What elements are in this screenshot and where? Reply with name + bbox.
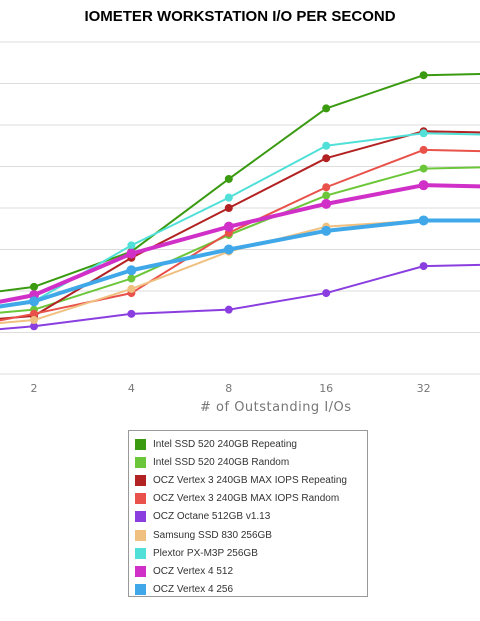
- data-point: [224, 174, 233, 183]
- legend-label: OCZ Octane 512GB v1.13: [153, 511, 271, 523]
- series-line: [0, 219, 480, 324]
- x-tick-label: 4: [128, 382, 135, 395]
- data-point: [419, 129, 428, 138]
- data-point: [127, 274, 136, 283]
- data-point: [322, 104, 331, 113]
- data-point: [322, 191, 331, 200]
- legend-label: OCZ Vertex 3 240GB MAX IOPS Random: [153, 493, 340, 505]
- legend-item: OCZ Vertex 4 256: [135, 581, 361, 599]
- data-point: [126, 248, 137, 259]
- legend-item: Plextor PX-M3P 256GB: [135, 544, 361, 562]
- data-point: [322, 183, 331, 192]
- legend-swatch: [135, 584, 146, 596]
- data-point: [127, 284, 136, 293]
- legend-label: OCZ Vertex 3 240GB MAX IOPS Repeating: [153, 474, 347, 486]
- data-point: [223, 221, 234, 232]
- data-point: [30, 322, 38, 331]
- legend-item: Intel SSD 520 240GB Repeating: [135, 435, 361, 453]
- data-point: [30, 316, 38, 325]
- legend-item: Intel SSD 520 240GB Random: [135, 453, 361, 471]
- legend-item: OCZ Octane 512GB v1.13: [135, 508, 361, 526]
- legend-label: OCZ Vertex 4 512: [153, 565, 234, 577]
- data-point: [224, 193, 233, 202]
- x-tick-label: 8: [225, 382, 232, 395]
- legend-item: OCZ Vertex 3 240GB MAX IOPS Random: [135, 490, 361, 508]
- data-point: [30, 309, 38, 318]
- legend-label: OCZ Vertex 4 256: [153, 584, 234, 596]
- data-point: [127, 241, 136, 250]
- data-point: [419, 164, 428, 173]
- data-point: [418, 215, 429, 226]
- legend-label: Intel SSD 520 240GB Random: [153, 456, 290, 468]
- data-point: [419, 71, 428, 80]
- legend-swatch: [135, 565, 146, 577]
- x-tick-label: 32: [417, 382, 431, 395]
- legend-swatch: [135, 547, 146, 559]
- data-point: [126, 265, 137, 276]
- legend-swatch: [135, 493, 146, 505]
- data-point: [419, 145, 428, 154]
- data-point: [321, 198, 332, 209]
- legend-swatch: [135, 456, 146, 468]
- series-line: [0, 263, 480, 331]
- legend-swatch: [135, 511, 146, 523]
- x-tick-label: 16: [319, 382, 333, 395]
- data-point: [223, 244, 234, 255]
- chart-legend: Intel SSD 520 240GB Repeating Intel SSD 5…: [128, 430, 368, 597]
- data-point: [322, 289, 331, 298]
- legend-item: OCZ Vertex 3 240GB MAX IOPS Repeating: [135, 471, 361, 489]
- legend-swatch: [135, 529, 146, 541]
- x-tick-label: 2: [31, 382, 38, 395]
- legend-item: OCZ Vertex 4 512: [135, 562, 361, 580]
- legend-item: Samsung SSD 830 256GB: [135, 526, 361, 544]
- data-point: [29, 296, 39, 307]
- data-point: [321, 225, 332, 236]
- legend-label: Plextor PX-M3P 256GB: [153, 547, 258, 559]
- data-point: [418, 180, 429, 191]
- data-point: [30, 282, 38, 291]
- data-point: [419, 262, 428, 271]
- series-line: [0, 148, 480, 322]
- legend-label: Intel SSD 520 240GB Repeating: [153, 438, 297, 450]
- x-axis-label: # of Outstanding I/Os: [200, 400, 352, 415]
- data-point: [322, 141, 331, 150]
- legend-label: Samsung SSD 830 256GB: [153, 529, 272, 541]
- chart-title: IOMETER WORKSTATION I/O PER SECOND: [84, 8, 396, 25]
- data-point: [322, 154, 331, 163]
- legend-swatch: [135, 474, 146, 486]
- data-point: [127, 309, 136, 318]
- series-line: [0, 218, 480, 309]
- data-point: [224, 305, 233, 314]
- data-point: [224, 204, 233, 212]
- line-chart: 2 4 8 16 32: [0, 41, 480, 395]
- legend-swatch: [135, 438, 146, 450]
